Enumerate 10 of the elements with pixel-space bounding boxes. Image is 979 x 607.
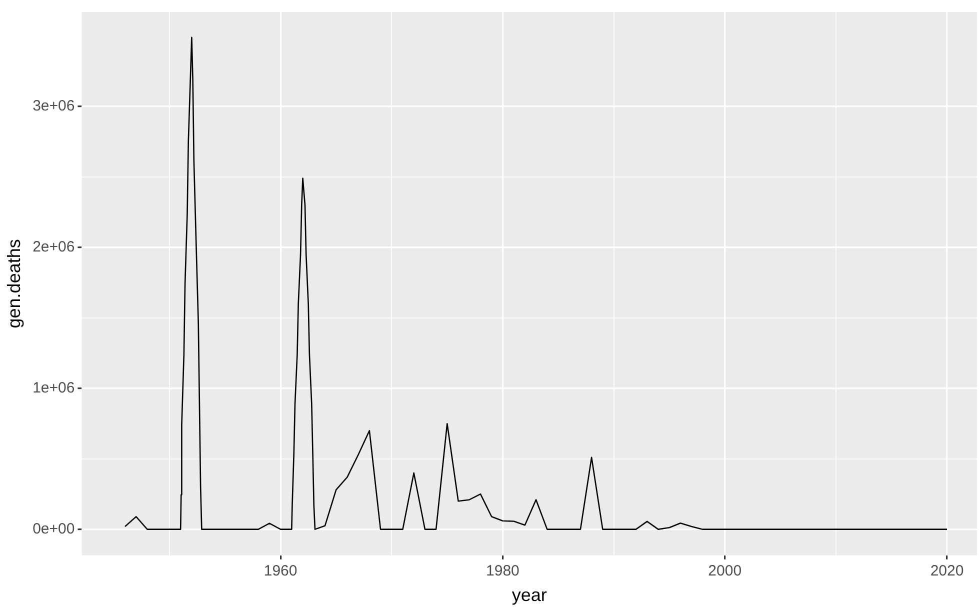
x-axis-title: year [512,585,547,606]
y-tick-label: 0e+00 [32,520,75,538]
x-tick-label: 1960 [264,562,298,580]
y-tick-label: 1e+06 [32,380,75,397]
x-tick-label: 2000 [708,562,742,580]
y-tick-label: 2e+06 [32,238,75,256]
y-axis-title: gen.deaths [4,239,24,328]
x-tick-label: 1980 [486,562,520,580]
x-tick-label: 2020 [930,562,964,580]
y-tick-label: 3e+06 [32,98,75,115]
